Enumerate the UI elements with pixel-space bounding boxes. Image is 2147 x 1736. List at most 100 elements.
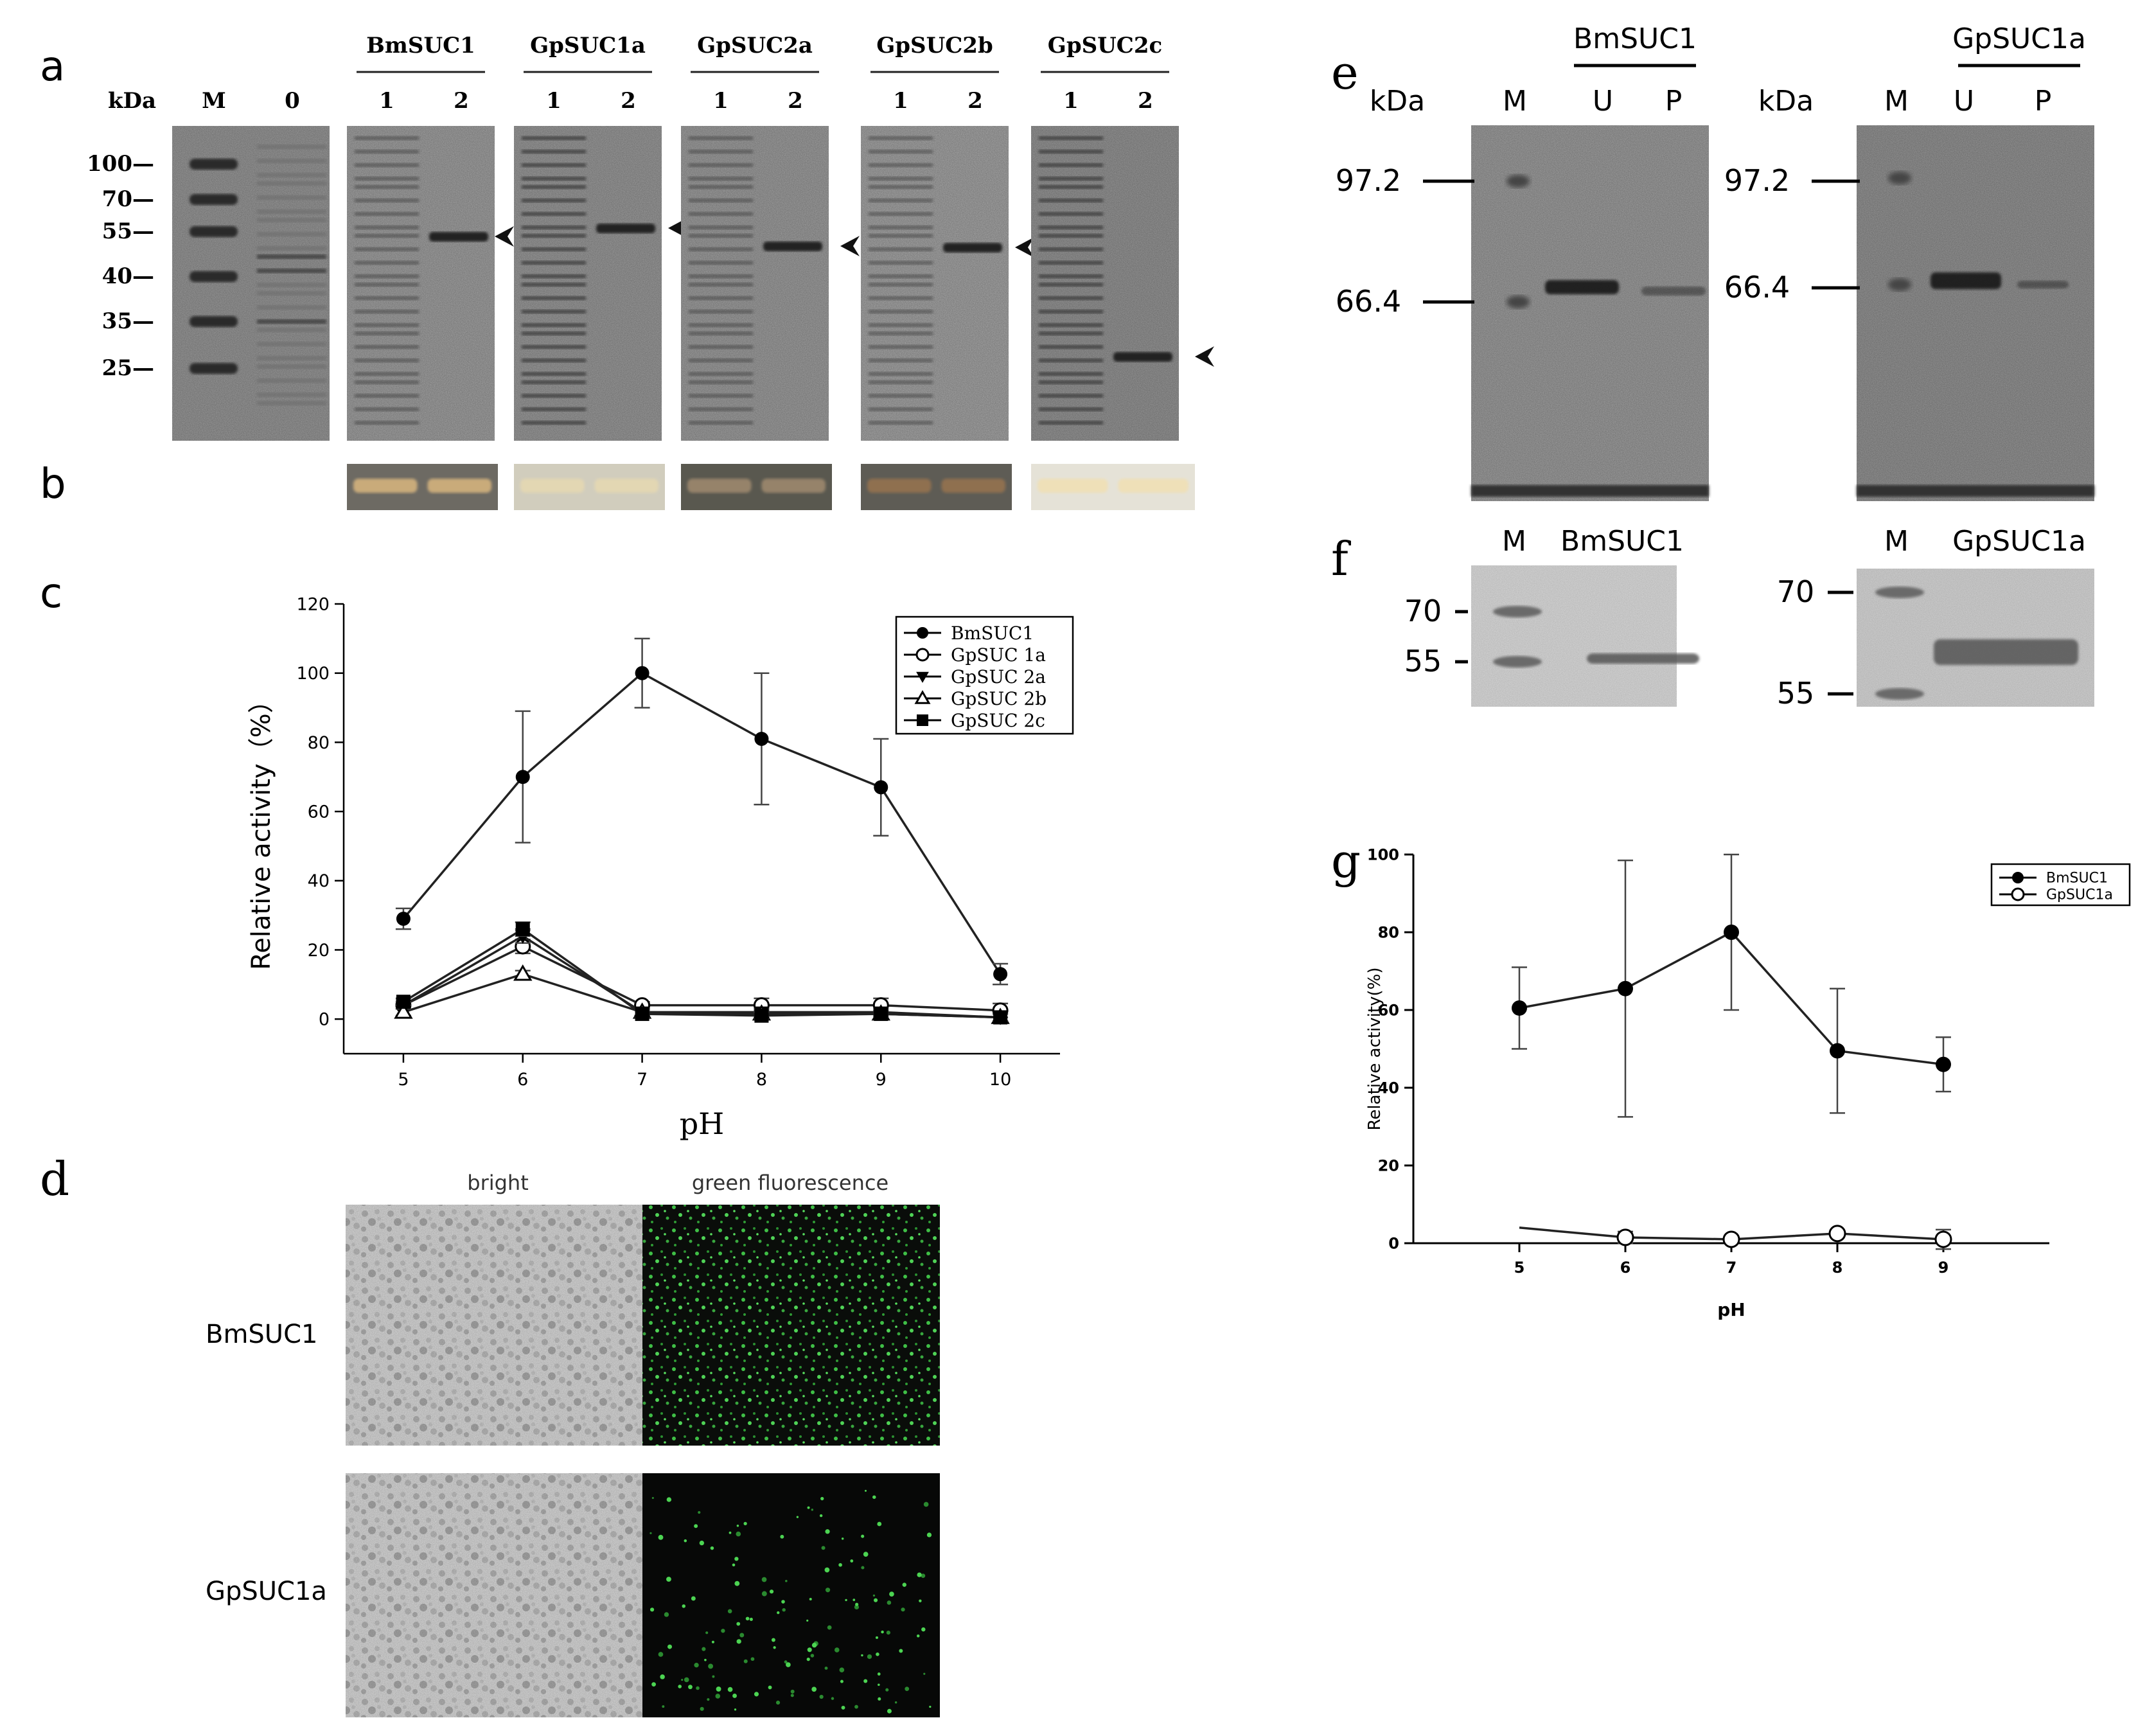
fluorescent-cell — [861, 1566, 865, 1570]
marker-band — [190, 363, 238, 374]
data-point — [916, 671, 929, 683]
fluorescent-cell — [750, 1657, 755, 1661]
y-tick-label: 60 — [308, 802, 330, 822]
fluorescent-cell — [885, 1688, 889, 1692]
legend-entry: GpSUC1a — [2046, 887, 2113, 903]
lane1-band — [869, 136, 933, 140]
data-point — [2011, 887, 2025, 901]
protein-band — [1545, 280, 1619, 294]
target-band — [429, 232, 488, 242]
lane1-band — [1039, 345, 1103, 349]
fluorescent-cell — [775, 1700, 781, 1705]
fluorescent-cell — [727, 1609, 732, 1614]
group-label: BmSUC1 — [366, 33, 475, 58]
marker-band — [190, 316, 238, 327]
lane1-band — [869, 359, 933, 362]
fluorescent-cell — [807, 1647, 812, 1652]
lane1-band — [869, 274, 933, 278]
marker-label: 66.4 — [1724, 270, 1790, 305]
fluorescent-cell — [861, 1534, 865, 1538]
fluorescent-cell — [872, 1594, 876, 1597]
fluorescent-cell — [743, 1659, 748, 1663]
lane1-band — [355, 247, 419, 251]
fluorescent-cell — [780, 1534, 784, 1539]
data-point — [754, 1008, 769, 1023]
data-point — [515, 770, 530, 784]
panel-letter-b: b — [40, 461, 66, 508]
fluorescent-cell — [806, 1658, 810, 1661]
lane1-band — [355, 199, 419, 202]
data-point — [917, 714, 928, 726]
fluorescent-cell — [790, 1689, 795, 1694]
lane1-band — [355, 407, 419, 411]
data-point — [874, 1007, 888, 1022]
fluorescent-cell — [736, 1639, 741, 1644]
marker-label: 97.2 — [1336, 163, 1401, 198]
panel-letter-a: a — [40, 43, 65, 91]
gel-panel-e: BmSUC1 kDa M U P 97.2 66.4 GpSUC1a kDa M U P 97.2 66.… — [1336, 22, 2094, 501]
series-line — [402, 671, 1002, 975]
fluorescent-cell — [919, 1599, 922, 1602]
lane1-band — [522, 226, 586, 229]
strip-band — [1118, 479, 1188, 493]
fluorescent-cell — [841, 1537, 844, 1540]
fluorescent-cell — [684, 1539, 687, 1543]
data-point — [874, 780, 888, 795]
y-axis-label: Relative activity(%) — [1365, 968, 1384, 1131]
gel-e-subpanel: BmSUC1 kDa M U P 97.2 66.4 — [1336, 22, 1709, 501]
group-label: GpSUC2c — [1048, 33, 1162, 58]
lane1-band — [522, 185, 586, 189]
x-tick-label: 10 — [989, 1070, 1011, 1090]
data-point — [515, 922, 530, 937]
fluorescent-cell — [887, 1708, 892, 1714]
fluorescent-cell — [694, 1524, 698, 1528]
data-point — [1830, 1043, 1845, 1059]
fluorescent-cell — [874, 1598, 878, 1602]
fluorescent-cell — [845, 1599, 847, 1602]
fluorescent-cell — [825, 1529, 830, 1534]
fluorescent-cell — [894, 1701, 897, 1704]
fluorescent-cell — [863, 1679, 868, 1683]
panel-letter-g: g — [1331, 834, 1361, 888]
series — [395, 928, 1009, 1025]
lane0-band — [257, 356, 326, 360]
lane1-band — [869, 310, 933, 314]
lane1-band — [689, 234, 753, 238]
lane1-band — [522, 345, 586, 349]
data-point — [396, 912, 411, 926]
fluorescent-cell — [834, 1647, 840, 1652]
arrowhead-icon — [1015, 237, 1034, 258]
marker-label: 25— — [102, 355, 154, 381]
y-tick-label: 100 — [1367, 846, 1399, 864]
fluorescent-cell — [688, 1685, 693, 1690]
strip-band — [1038, 479, 1108, 493]
gel-group: GpSUC2b 1 2 — [861, 33, 1034, 441]
lane1-band — [1039, 247, 1103, 251]
lane1-band — [689, 380, 753, 384]
data-point — [914, 690, 931, 704]
lane1-band — [689, 177, 753, 181]
lane0-band — [257, 364, 326, 369]
fluorescent-cell — [838, 1563, 842, 1567]
fluorescent-cell — [773, 1646, 776, 1649]
y-tick-label: 0 — [319, 1010, 330, 1030]
marker-labels: 100— 70— 55— 40— 35— 25— — [87, 151, 154, 381]
lane-label-p: P — [1665, 85, 1683, 118]
lane1-band — [522, 421, 586, 425]
fluorescent-cell — [861, 1654, 863, 1657]
fluorescent-cell — [682, 1604, 686, 1608]
lane1-band — [1039, 234, 1103, 238]
lane1-band — [522, 283, 586, 287]
fluorescent-cell — [901, 1608, 905, 1612]
fluorescent-cell — [785, 1579, 788, 1582]
lane1-band — [522, 199, 586, 202]
lane1-band — [522, 407, 586, 411]
lane0-band — [257, 269, 326, 273]
panel-letter-f: f — [1331, 532, 1351, 586]
data-point — [1618, 980, 1633, 996]
data-point — [513, 964, 533, 981]
protein-band — [1931, 272, 2001, 289]
lane1-band — [689, 372, 753, 376]
